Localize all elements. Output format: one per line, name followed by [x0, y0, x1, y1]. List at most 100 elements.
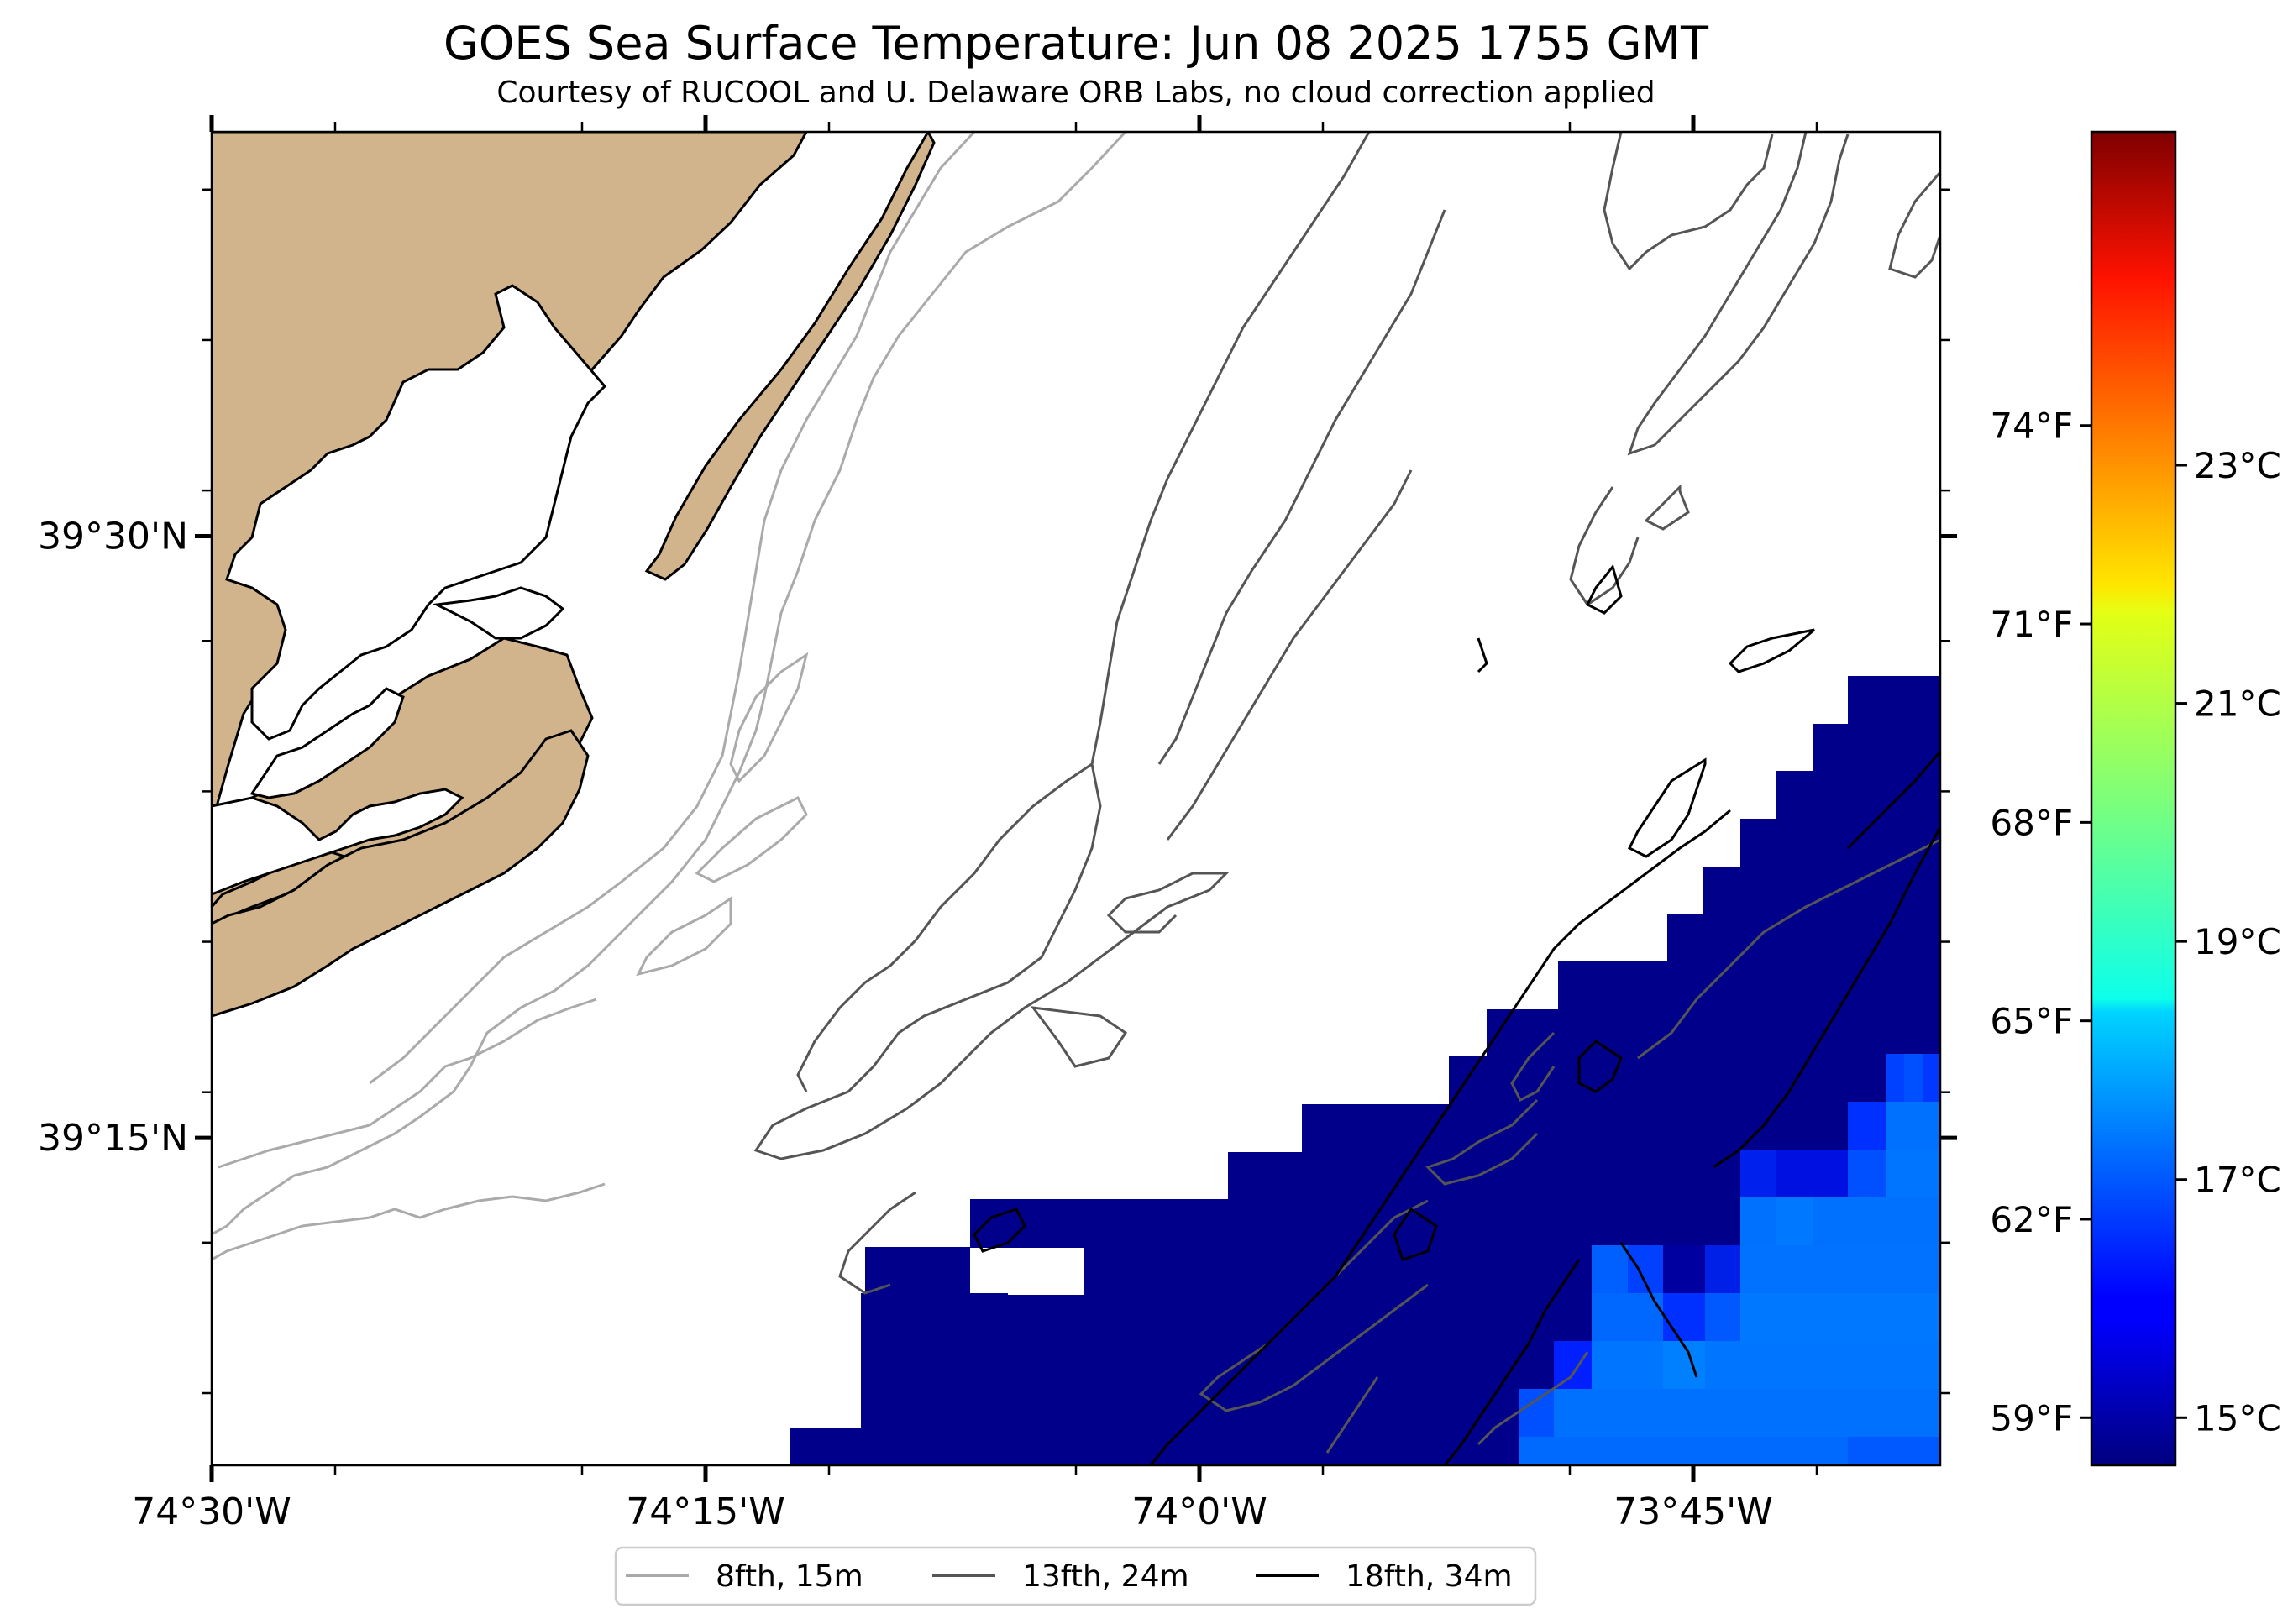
sst-edge-cell — [1084, 1295, 1119, 1465]
sst-warm-cell — [1519, 1389, 1554, 1437]
lon-tick-label: 74°30'W — [132, 1490, 291, 1533]
sst-raster — [790, 676, 1940, 1465]
colorbar-c-label: 17°C — [2194, 1160, 2281, 1201]
contour-line — [212, 132, 1127, 1236]
colorbar-f-label: 62°F — [1990, 1199, 2073, 1240]
contour-line — [1030, 1006, 1128, 1068]
contour-line — [218, 998, 597, 1169]
lon-tick-label: 74°0'W — [1131, 1490, 1267, 1533]
legend: 8fth, 15m 13fth, 24m 18fth, 34m — [614, 1546, 1537, 1606]
legend-label-13fth: 13fth, 24m — [1022, 1559, 1189, 1594]
contour-line — [1325, 1376, 1379, 1454]
contour-line — [1619, 1242, 1698, 1378]
sst-warm-cell — [1848, 1102, 1886, 1150]
contour-line — [1627, 132, 1850, 456]
contour-line — [1569, 486, 1640, 607]
sst-warm-cell — [1848, 1150, 1886, 1197]
contour-line — [1393, 1207, 1438, 1261]
contour-line — [1443, 1259, 1581, 1465]
contour-line — [1888, 171, 1940, 279]
colorbar-gradient — [2090, 130, 2177, 1467]
contour-line — [636, 896, 732, 977]
contour-18fth — [973, 563, 1940, 1465]
contour-line — [1728, 628, 1815, 673]
colorbar-f-label: 59°F — [1990, 1397, 2073, 1438]
bay-shape — [225, 284, 607, 741]
colorbar-c-label: 19°C — [2194, 921, 2281, 962]
bay-shape — [432, 586, 565, 640]
contour-line — [212, 1182, 606, 1261]
contour-line — [1477, 637, 1488, 673]
contour-line — [1846, 751, 1940, 850]
contour-line — [1577, 1040, 1623, 1093]
contour-line — [369, 132, 976, 1085]
sst-warm-cell — [1592, 1293, 1663, 1341]
chart-title: GOES Sea Surface Temperature: Jun 08 202… — [443, 17, 1708, 70]
bay-shape — [212, 788, 464, 896]
sst-warm-cell — [1848, 1437, 1940, 1465]
sst-warm-cell — [1740, 1197, 1940, 1245]
colorbar-f-label: 71°F — [1990, 604, 2073, 645]
sst-edge-cell — [932, 1293, 1008, 1386]
contour-line — [838, 1191, 916, 1295]
sst-warm-cell — [1554, 1389, 1940, 1437]
contour-line — [1477, 1351, 1589, 1446]
sst-edge-cell — [790, 1428, 865, 1465]
sst-warm-cell — [1923, 1054, 1940, 1102]
sst-warm-cell — [1705, 1245, 1740, 1293]
sst-warm-cell — [1740, 1293, 1940, 1341]
legend-label-8fth: 8fth, 15m — [716, 1559, 863, 1594]
sst-warm-cell — [1663, 1245, 1705, 1293]
sst-warm-cell — [1663, 1341, 1705, 1389]
contour-line — [1425, 1098, 1539, 1186]
colorbar-c-label: 21°C — [2194, 684, 2281, 725]
sst-warm-cell — [1904, 1054, 1923, 1102]
latitude-axis: 39°30'N 39°15'N — [38, 188, 1957, 1395]
contour-line — [1713, 826, 1940, 1169]
sst-warm-cell — [1554, 1341, 1592, 1389]
sst-warm-cell — [1740, 1150, 1776, 1197]
contour-line — [1157, 209, 1446, 765]
sst-warm-cell — [1705, 1293, 1740, 1341]
colorbar-f-label: 65°F — [1990, 1001, 2073, 1042]
sst-warm-cell — [1886, 1054, 1904, 1102]
colorbar-c-label: 15°C — [2194, 1397, 2281, 1438]
contour-line — [1149, 809, 1731, 1465]
contour-line — [753, 132, 1371, 1160]
land-polygon — [644, 132, 936, 581]
sst-edge-cell — [970, 1199, 1119, 1248]
land-polygon — [212, 729, 590, 1018]
sst-warm-cell — [1886, 1150, 1940, 1197]
contour-line — [796, 762, 1093, 1092]
contour-line — [1603, 132, 1774, 271]
contour-line — [695, 795, 808, 883]
contour-line — [1510, 1031, 1556, 1103]
colorbar-c-label: 23°C — [2194, 445, 2281, 486]
longitude-axis: 74°30'W 74°15'W 74°0'W 73°45'W — [132, 115, 1818, 1533]
colorbar-f-label: 74°F — [1990, 406, 2073, 447]
colorbar-fahrenheit-ticks: 59°F 62°F 65°F 68°F 71°F 74°F — [1990, 406, 2091, 1438]
contour-line — [729, 652, 809, 783]
colorbar-f-label: 68°F — [1990, 802, 2073, 843]
lon-tick-label: 74°15'W — [626, 1490, 785, 1533]
legend-label-18fth: 18fth, 34m — [1346, 1559, 1513, 1594]
sst-warm-cell — [1592, 1341, 1940, 1389]
contour-line — [1166, 469, 1413, 841]
colorbar-celsius-ticks: 15°C 17°C 19°C 21°C 23°C — [2175, 445, 2281, 1438]
bays — [212, 284, 607, 896]
sst-warm-cell — [1663, 1293, 1705, 1341]
legend-box — [614, 1546, 1537, 1606]
sst-edge-cell — [1008, 1344, 1084, 1465]
sst-warm-cell — [1740, 1245, 1940, 1293]
contour-line — [973, 1208, 1026, 1253]
contour-13fth — [753, 132, 1940, 1454]
contour-line — [1637, 838, 1940, 1060]
sst-edge-cell — [861, 1342, 937, 1386]
sst-warm-cell — [1776, 1150, 1848, 1197]
lat-tick-label: 39°15'N — [38, 1117, 188, 1160]
sst-edge-cell — [861, 1386, 1008, 1465]
chart-subtitle: Courtesy of RUCOOL and U. Delaware ORB L… — [496, 76, 1655, 110]
contour-line — [1199, 1199, 1429, 1412]
sst-warm-cell — [1592, 1245, 1628, 1293]
